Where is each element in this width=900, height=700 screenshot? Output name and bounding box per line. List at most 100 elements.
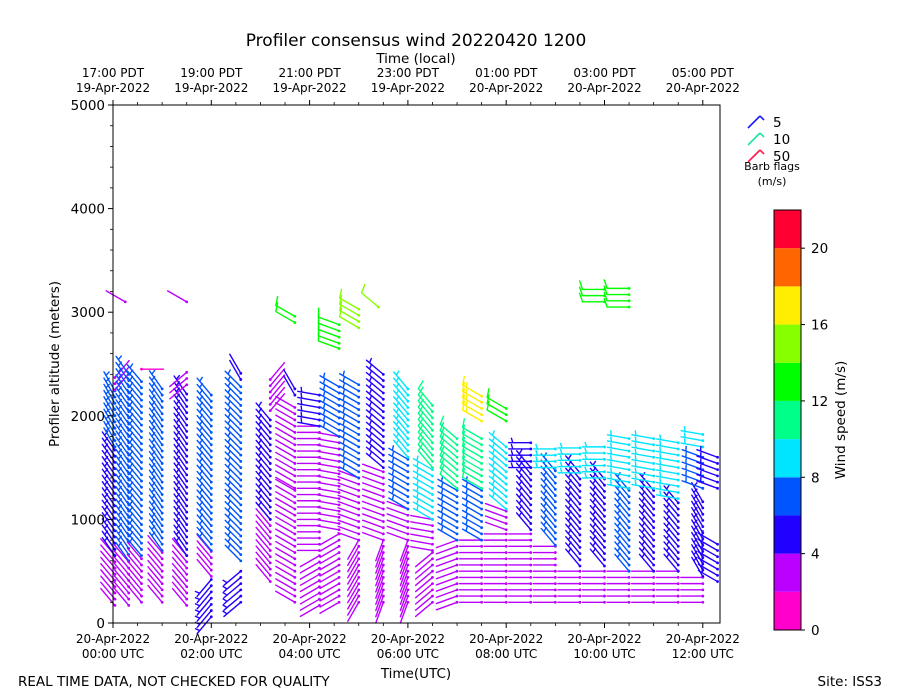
- barb-base: [357, 401, 361, 405]
- barb-flag-5: [610, 461, 613, 467]
- barb-base: [406, 600, 410, 604]
- barb-base: [160, 518, 164, 521]
- barb-base: [140, 461, 143, 464]
- wind-barb: [316, 475, 341, 482]
- wind-barb: [375, 544, 385, 568]
- barb-staff: [410, 527, 434, 533]
- wind-barb: [461, 388, 484, 410]
- wind-barb: [222, 594, 243, 611]
- wind-barb: [297, 417, 321, 428]
- barb-flag-5: [300, 399, 303, 405]
- barb-base: [676, 588, 680, 592]
- barb-base: [293, 544, 297, 548]
- wind-barb: [255, 539, 272, 559]
- wind-barb: [532, 449, 557, 457]
- wind-barb: [557, 442, 582, 450]
- barb-staff: [113, 550, 130, 569]
- barb-base: [113, 376, 117, 379]
- barb-flag-10: [461, 388, 466, 398]
- barb-base: [318, 566, 321, 570]
- wind-barb: [316, 469, 341, 476]
- barb-staff: [347, 558, 360, 579]
- barb-base: [293, 520, 297, 523]
- barb-base: [318, 603, 321, 607]
- barb-staff: [275, 439, 296, 452]
- barb-base: [627, 501, 631, 505]
- barb-base: [406, 424, 410, 428]
- wind-barb: [319, 538, 341, 552]
- barb-base: [337, 484, 341, 488]
- wind-barb: [461, 494, 484, 511]
- barb-staff: [414, 564, 434, 580]
- wind-barb: [532, 588, 557, 592]
- barb-staff: [461, 433, 483, 446]
- barb-base: [113, 445, 117, 449]
- barb-base: [127, 597, 131, 601]
- barb-base: [140, 529, 143, 533]
- wind-barb: [297, 386, 321, 397]
- barb-staff: [375, 601, 385, 624]
- barb-base: [627, 462, 631, 465]
- barb-flag-10: [461, 449, 466, 459]
- barb-base: [239, 576, 243, 579]
- barb-flag-5: [416, 461, 419, 468]
- barb-staff: [255, 508, 271, 527]
- barb-flag-5: [105, 371, 111, 376]
- barb-flag-5: [465, 406, 468, 413]
- wind-barb: [606, 448, 631, 459]
- barb-base: [529, 551, 533, 554]
- barb-flag-10: [461, 381, 466, 392]
- top-tick-time: 03:00 PDT: [573, 66, 636, 80]
- x-tick-time: 10:00 UTC: [573, 647, 635, 661]
- wind-barb: [461, 375, 484, 398]
- y-tick-label: 3000: [71, 305, 105, 321]
- barb-base: [652, 600, 656, 604]
- barb-base: [676, 594, 680, 598]
- barb-flag-5: [416, 498, 419, 505]
- wind-barb: [375, 588, 385, 612]
- barb-base: [209, 596, 213, 600]
- barb-base: [529, 441, 533, 445]
- barb-base: [337, 563, 341, 567]
- barb-staff: [414, 595, 434, 611]
- barb-staff: [126, 547, 143, 566]
- barb-flag-5: [342, 451, 346, 457]
- barb-staff: [338, 316, 360, 329]
- barb-staff: [337, 507, 360, 516]
- wind-barb: [606, 455, 631, 465]
- barb-base: [431, 499, 434, 503]
- barb-staff: [338, 297, 360, 310]
- barb-base: [603, 539, 606, 543]
- wind-barb: [680, 588, 705, 592]
- barb-base: [480, 563, 484, 567]
- wind-barb: [275, 584, 297, 598]
- barb-flag-5: [322, 391, 326, 397]
- barb-base: [209, 562, 213, 566]
- barb-staff: [399, 570, 409, 593]
- barb-base: [160, 594, 164, 598]
- barb-base: [160, 511, 164, 515]
- barb-base: [160, 430, 164, 434]
- colorbar-band: [774, 477, 801, 516]
- barb-base: [578, 564, 582, 568]
- wind-barb: [255, 551, 272, 571]
- barb-staff: [275, 484, 296, 498]
- barb-staff: [337, 513, 360, 523]
- barb-flag-10: [578, 280, 584, 290]
- barb-base: [676, 513, 680, 517]
- wind-barb: [337, 494, 361, 505]
- barb-base: [529, 582, 533, 586]
- colorbar-band: [774, 324, 801, 363]
- barb-base: [504, 544, 508, 548]
- barb-base: [209, 609, 213, 612]
- wind-barb: [171, 562, 189, 582]
- wind-barb: [361, 507, 385, 517]
- barb-base: [480, 455, 484, 459]
- barb-flag-5: [440, 488, 444, 494]
- barb-base: [113, 420, 117, 424]
- barb-base: [239, 441, 243, 445]
- barb-base: [455, 526, 459, 530]
- barb-base: [431, 549, 434, 552]
- barb-flag-5: [535, 456, 539, 462]
- barb-base: [293, 406, 297, 409]
